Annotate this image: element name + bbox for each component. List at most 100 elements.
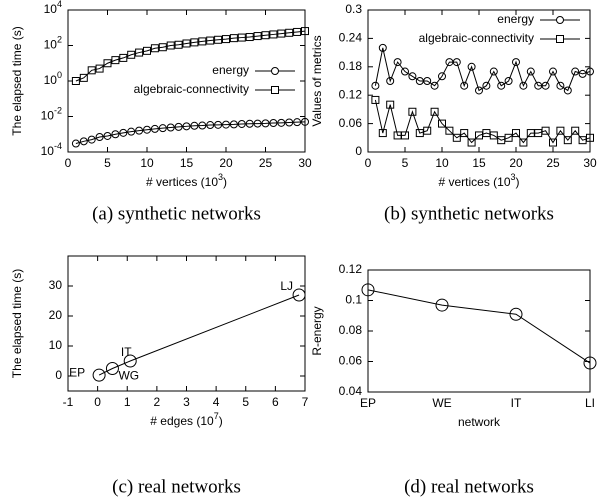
marker (103, 59, 112, 68)
x-tick-label: -1 (63, 395, 74, 409)
marker (150, 124, 159, 133)
marker (475, 86, 483, 95)
marker (586, 67, 594, 76)
y-tick-label: 10-4 (41, 141, 62, 158)
marker (166, 41, 175, 50)
marker (378, 43, 387, 52)
marker (563, 86, 572, 95)
series-line (98, 294, 300, 376)
marker (71, 77, 80, 85)
series-line (374, 47, 591, 92)
marker (92, 368, 106, 382)
marker (293, 118, 302, 127)
marker (563, 136, 572, 145)
marker (119, 128, 128, 137)
marker (190, 121, 199, 130)
marker (71, 139, 80, 148)
y-tick-label: 104 (44, 0, 62, 16)
marker (158, 43, 167, 52)
marker (482, 81, 491, 90)
x-tick-label: 6 (272, 395, 279, 409)
y-tick-label: 0.24 (339, 31, 363, 45)
marker (174, 40, 183, 49)
marker (95, 64, 104, 73)
marker (489, 67, 498, 76)
marker (401, 131, 409, 140)
marker (182, 122, 191, 131)
y-tick-label: 0.18 (339, 59, 363, 73)
plot-frame (67, 255, 306, 392)
marker (301, 27, 309, 36)
marker (245, 33, 254, 42)
legend-label: energy (497, 12, 534, 26)
marker (583, 356, 597, 370)
marker (438, 119, 446, 128)
y-axis-title: Values of metrics (310, 35, 324, 126)
marker (408, 72, 417, 81)
x-axis-title-part: 7 (214, 411, 219, 421)
y-axis-title: The elapsed time (s) (10, 26, 24, 135)
y-axis-title: R-energy (310, 306, 324, 355)
marker (401, 67, 409, 76)
legend-marker (271, 67, 279, 75)
marker (556, 126, 565, 135)
x-tick-label: 2 (154, 395, 161, 409)
x-axis-title-part: 3 (511, 172, 516, 182)
legend-marker (556, 35, 564, 43)
marker (222, 120, 230, 129)
marker (166, 123, 175, 132)
y-tick-label: 0.12 (339, 262, 363, 276)
marker (571, 67, 580, 76)
marker (430, 81, 439, 90)
marker (423, 126, 432, 135)
marker (237, 119, 246, 128)
y-tick-label: 0.12 (339, 87, 363, 101)
x-tick-label: IT (511, 396, 522, 410)
marker (222, 35, 230, 44)
marker (87, 135, 96, 144)
marker (460, 81, 469, 90)
y-tick-label: 20 (49, 308, 63, 322)
x-axis-title: # edges (107) (150, 411, 222, 428)
marker (158, 124, 167, 133)
y-tick-label: 0.08 (339, 323, 363, 337)
x-tick-label: 20 (219, 156, 233, 170)
marker (371, 81, 380, 90)
x-tick-label: 3 (183, 395, 190, 409)
x-tick-label: 4 (213, 395, 220, 409)
marker (105, 362, 119, 375)
x-tick-label: 15 (180, 156, 194, 170)
marker (261, 119, 270, 128)
legend-label: energy (212, 63, 249, 77)
marker (95, 132, 104, 141)
x-tick-label: 0 (65, 156, 72, 170)
x-axis-title: # vertices (103) (438, 172, 519, 189)
x-axis-title-part: ) (219, 414, 223, 428)
marker (378, 129, 387, 138)
marker (519, 138, 528, 147)
caption: (d) real networks (404, 476, 534, 497)
marker (253, 119, 262, 128)
marker (206, 36, 215, 45)
marker (253, 32, 262, 41)
y-tick-label: 0 (55, 368, 62, 382)
marker (214, 35, 223, 44)
x-tick-label: 25 (546, 156, 560, 170)
point-label: IT (121, 345, 132, 359)
marker (292, 288, 306, 302)
marker (293, 27, 302, 36)
marker (423, 77, 432, 85)
y-tick-label: 0.3 (345, 2, 362, 16)
marker (119, 53, 128, 62)
marker (467, 62, 476, 71)
x-tick-label: LI (585, 396, 595, 410)
legend-label: algebraic-connectivity (134, 82, 249, 96)
marker (135, 126, 144, 135)
y-tick-label: 0.1 (345, 293, 362, 307)
marker (571, 126, 580, 135)
marker (504, 77, 513, 85)
marker (237, 33, 246, 42)
marker (190, 38, 199, 47)
marker (79, 73, 88, 82)
